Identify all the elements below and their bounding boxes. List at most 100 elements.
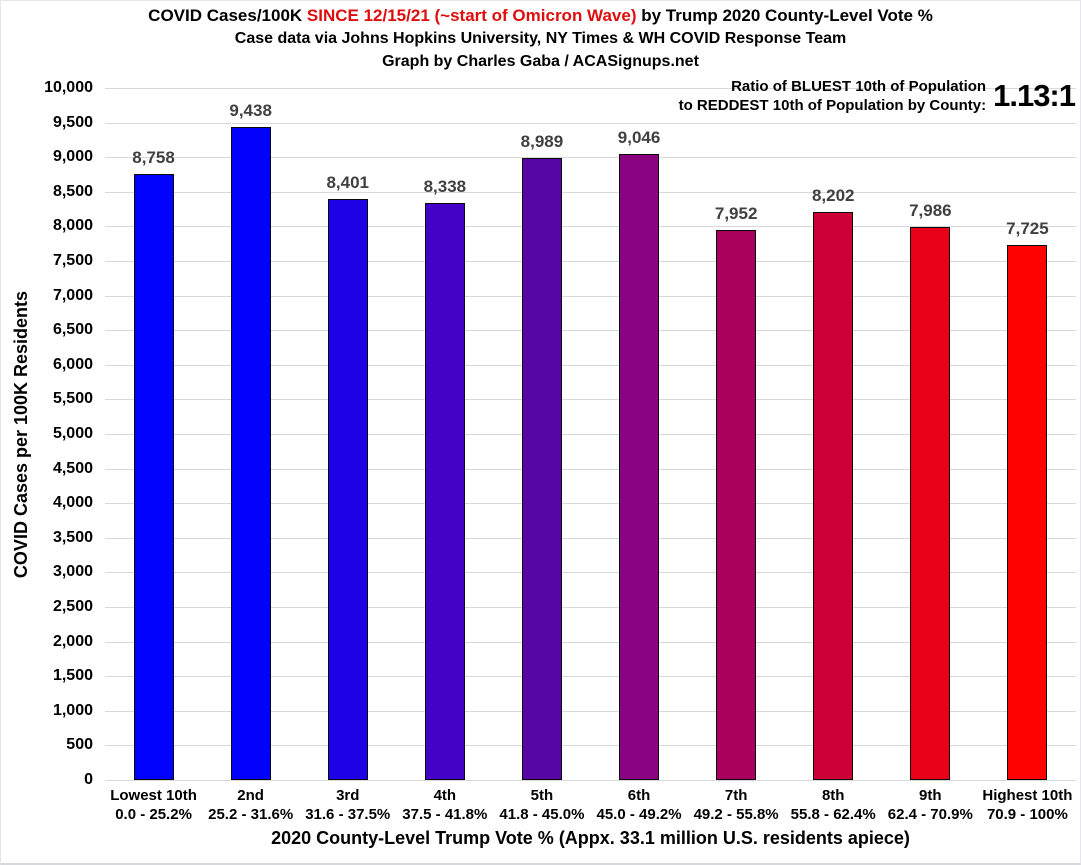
bar (910, 227, 951, 780)
chart-subtitle-credit: Graph by Charles Gaba / ACASignups.net (382, 53, 699, 70)
gridline (105, 780, 1076, 781)
x-tick: 7th 49.2 - 55.8% (688, 786, 785, 824)
x-tick: 9th 62.4 - 70.9% (882, 786, 979, 824)
bar-value-label: 8,401 (326, 172, 370, 192)
chart-title: COVID Cases/100K SINCE 12/15/21 (~start … (1, 6, 1080, 26)
y-tick-label: 9,000 (52, 148, 93, 166)
y-tick-label: 500 (66, 736, 93, 754)
x-tick-tier-label: Highest 10th (982, 787, 1073, 804)
gridline (105, 226, 1076, 228)
bar (1007, 245, 1048, 780)
x-tick-tier-label: Lowest 10th (110, 787, 197, 804)
gridline (105, 88, 1076, 89)
chart-title-segment: COVID Cases/100K (148, 6, 307, 25)
x-tick-range-label: 0.0 - 25.2% (115, 806, 192, 823)
bar-value-label: 9,046 (617, 128, 661, 148)
bar-column: 9,046 (591, 88, 688, 780)
ratio-value: 1.13:1 (993, 78, 1076, 113)
chart-subtitle-source: Case data via Johns Hopkins University, … (234, 30, 847, 47)
gridline (105, 191, 1076, 193)
x-tick-tier-label: 7th (724, 787, 748, 804)
x-tick-range-label: 62.4 - 70.9% (887, 806, 973, 823)
bar-column: 7,986 (882, 88, 979, 780)
x-tick-tier-label: 3rd (336, 787, 360, 804)
bar-column: 8,758 (105, 88, 202, 780)
y-tick-label: 6,500 (52, 321, 93, 339)
bar (133, 173, 174, 780)
x-tick: 8th 55.8 - 62.4% (785, 786, 882, 824)
bar-column: 8,202 (785, 88, 882, 780)
gridline (105, 745, 1076, 747)
y-tick-label: 3,000 (52, 563, 93, 581)
y-tick-label: 5,000 (52, 425, 93, 442)
x-tick: 6th 45.0 - 49.2% (590, 786, 687, 824)
ratio-line-2: to REDDEST 10th of Population by County: (678, 97, 987, 114)
chart-title-segment: by Trump 2020 County-Level Vote % (636, 6, 933, 25)
plot-area: 8,758 9,438 8,401 8,338 8,989 9,046 7,952 8,202… (105, 88, 1076, 781)
y-tick-label: 8,500 (52, 182, 93, 200)
gridline (105, 641, 1076, 643)
y-tick-label: 7,000 (52, 286, 93, 304)
ratio-annotation-text: Ratio of BLUEST 10th of Population to RE… (679, 77, 987, 115)
bar-column: 7,725 (979, 88, 1076, 780)
x-axis-title: 2020 County-Level Trump Vote % (Appx. 33… (271, 828, 910, 848)
x-axis-ticks: Lowest 10th 0.0 - 25.2% 2nd 25.2 - 31.6% 3rd… (105, 786, 1076, 824)
bar-column: 8,338 (396, 88, 493, 780)
gridline (105, 468, 1076, 470)
gridline (105, 503, 1076, 505)
y-tick-label: 0 (84, 771, 93, 788)
x-tick-range-label: 37.5 - 41.8% (402, 806, 488, 823)
x-tick-range-label: 41.8 - 45.0% (499, 806, 585, 823)
gridline (105, 676, 1076, 678)
bar-value-label: 8,758 (132, 147, 175, 167)
bar (521, 157, 562, 780)
x-tick-range-label: 45.0 - 49.2% (596, 806, 682, 823)
gridline (105, 330, 1076, 332)
gridline (105, 157, 1076, 159)
bar-column: 8,401 (299, 88, 396, 780)
gridline (105, 261, 1076, 262)
x-tick: 3rd 31.6 - 37.5% (299, 786, 396, 824)
bar-value-label: 7,986 (909, 201, 952, 221)
gridline (105, 399, 1076, 401)
x-tick-range-label: 31.6 - 37.5% (305, 806, 391, 823)
y-tick-label: 10,000 (44, 79, 93, 96)
bar (813, 212, 854, 780)
chart-title-segment: SINCE 12/15/21 (~start of Omicron Wave) (306, 6, 637, 25)
bar (230, 126, 271, 780)
y-axis-ticks: 0 500 1,000 1,500 2,000 2,500 3,000 3,500 4,000 4… (1, 79, 93, 788)
gridline (105, 122, 1076, 124)
bar-value-label: 8,202 (811, 186, 855, 206)
x-tick: 2nd 25.2 - 31.6% (202, 786, 299, 824)
gridline (105, 434, 1076, 435)
gridline (105, 295, 1076, 297)
x-tick-tier-label: 4th (433, 787, 457, 804)
bar-value-label: 8,338 (423, 177, 467, 197)
x-tick-tier-label: 6th (627, 787, 651, 804)
bar (327, 198, 368, 780)
bar-value-label: 7,952 (714, 203, 758, 223)
x-tick: 4th 37.5 - 41.8% (396, 786, 493, 824)
x-tick-tier-label: 5th (530, 787, 554, 804)
y-tick-label: 2,000 (52, 632, 93, 650)
ratio-line-1: Ratio of BLUEST 10th of Population (731, 78, 987, 95)
x-tick: Highest 10th 70.9 - 100% (979, 786, 1076, 824)
y-tick-label: 2,500 (52, 598, 93, 615)
bar (619, 154, 660, 780)
x-tick-tier-label: 2nd (237, 787, 264, 804)
y-tick-label: 5,500 (52, 390, 93, 408)
y-tick-label: 8,000 (52, 217, 93, 235)
gridline (105, 364, 1076, 366)
bar (716, 229, 757, 780)
x-tick-range-label: 55.8 - 62.4% (790, 806, 876, 823)
gridline (105, 710, 1076, 712)
bar-value-label: 8,989 (520, 131, 564, 151)
gridline (105, 607, 1076, 608)
x-tick-tier-label: 9th (919, 787, 942, 804)
x-tick: Lowest 10th 0.0 - 25.2% (105, 786, 202, 824)
x-tick-range-label: 70.9 - 100% (986, 806, 1068, 823)
y-tick-label: 3,500 (52, 528, 93, 546)
y-tick-label: 1,500 (52, 667, 93, 685)
y-tick-label: 7,500 (52, 252, 93, 269)
x-tick: 5th 41.8 - 45.0% (493, 786, 590, 824)
